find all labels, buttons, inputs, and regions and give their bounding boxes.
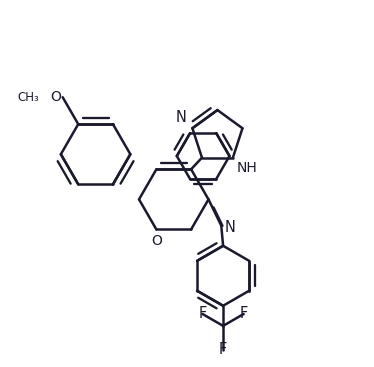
Text: CH₃: CH₃ bbox=[17, 91, 39, 104]
Text: F: F bbox=[240, 306, 248, 321]
Text: F: F bbox=[219, 342, 227, 357]
Text: N: N bbox=[224, 220, 235, 235]
Text: N: N bbox=[176, 110, 187, 124]
Text: O: O bbox=[151, 234, 162, 248]
Text: NH: NH bbox=[237, 161, 257, 175]
Text: O: O bbox=[50, 90, 61, 104]
Text: F: F bbox=[198, 306, 207, 321]
